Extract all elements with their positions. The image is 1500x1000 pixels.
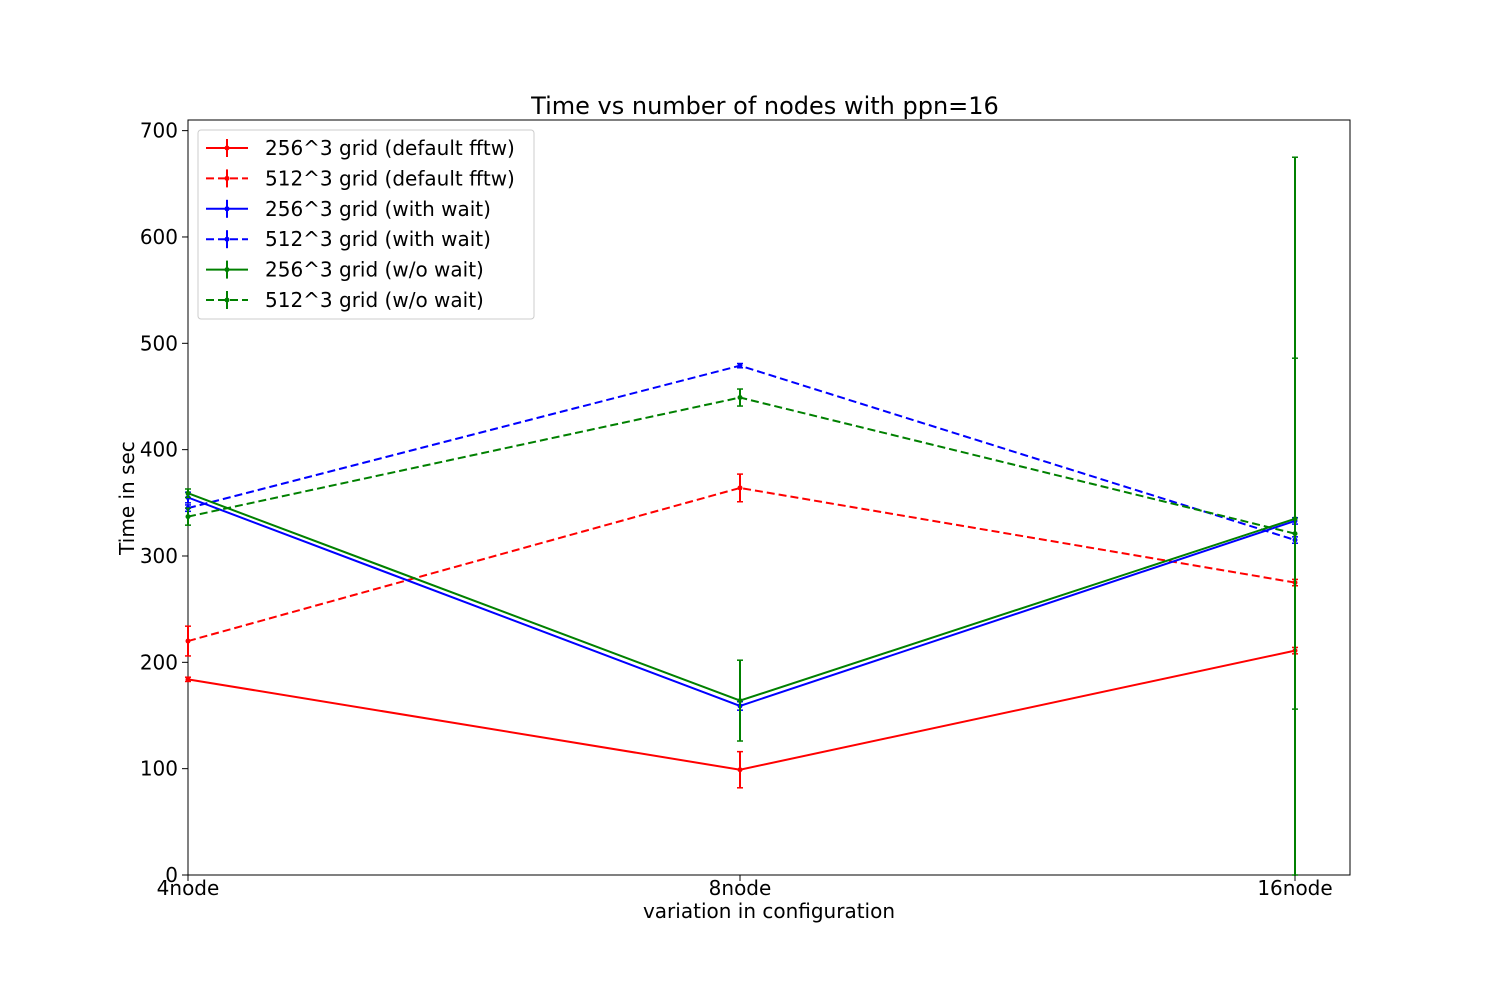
series-6 — [185, 357, 1298, 710]
legend-label: 512^3 grid (with wait) — [265, 227, 491, 251]
legend-item: 256^3 grid (default fftw) — [206, 136, 515, 160]
data-point — [737, 363, 743, 369]
chart-title: Time vs number of nodes with ppn=16 — [530, 92, 999, 120]
y-tick-label: 700 — [140, 119, 178, 143]
legend-label: 256^3 grid (default fftw) — [265, 136, 515, 160]
y-axis-label: Time in sec — [115, 441, 139, 556]
series-line — [187, 486, 1296, 643]
legend: 256^3 grid (default fftw) 512^3 grid (def… — [197, 129, 535, 320]
data-point — [737, 767, 743, 773]
series-1 — [185, 646, 1298, 789]
legend-swatch-marker — [224, 175, 230, 181]
y-tick-label: 400 — [140, 438, 178, 462]
series-layer — [185, 156, 1298, 876]
data-point — [737, 485, 743, 491]
legend-label: 256^3 grid (w/o wait) — [265, 258, 484, 282]
y-tick-label: 300 — [140, 544, 178, 568]
legend-item: 256^3 grid (w/o wait) — [206, 258, 484, 282]
y-tick-label: 200 — [140, 650, 178, 674]
legend-swatch-marker — [224, 267, 230, 273]
legend-item: 512^3 grid (w/o wait) — [206, 288, 484, 312]
data-point — [737, 395, 743, 401]
data-point — [185, 638, 191, 644]
data-point — [185, 490, 191, 496]
data-point — [185, 676, 191, 682]
legend-label: 512^3 grid (w/o wait) — [265, 288, 484, 312]
legend-frame — [197, 129, 535, 320]
legend-item: 256^3 grid (with wait) — [206, 197, 491, 221]
legend-label: 256^3 grid (with wait) — [265, 197, 491, 221]
x-axis-label: variation in configuration — [643, 899, 895, 923]
legend-item: 512^3 grid (with wait) — [206, 227, 491, 251]
legend-swatch-marker — [224, 297, 230, 303]
y-axis: 0 100 200 300 400 500 600 700 — [140, 119, 188, 887]
y-tick-label: 0 — [165, 863, 178, 887]
legend-item: 512^3 grid (default fftw) — [206, 166, 515, 190]
legend-swatch-marker — [224, 236, 230, 242]
x-tick-label: 16node — [1257, 876, 1332, 900]
y-tick-label: 100 — [140, 757, 178, 781]
legend-swatch-marker — [224, 206, 230, 212]
legend-label: 512^3 grid (default fftw) — [265, 166, 515, 190]
data-point — [1292, 531, 1298, 537]
x-tick-label: 4node — [157, 876, 220, 900]
x-axis: 4node 8node 16node — [157, 875, 1333, 900]
y-tick-label: 500 — [140, 331, 178, 355]
legend-swatch-marker — [224, 145, 230, 151]
y-tick-label: 600 — [140, 225, 178, 249]
data-point — [185, 514, 191, 520]
data-point — [737, 698, 743, 704]
x-tick-label: 8node — [709, 876, 772, 900]
